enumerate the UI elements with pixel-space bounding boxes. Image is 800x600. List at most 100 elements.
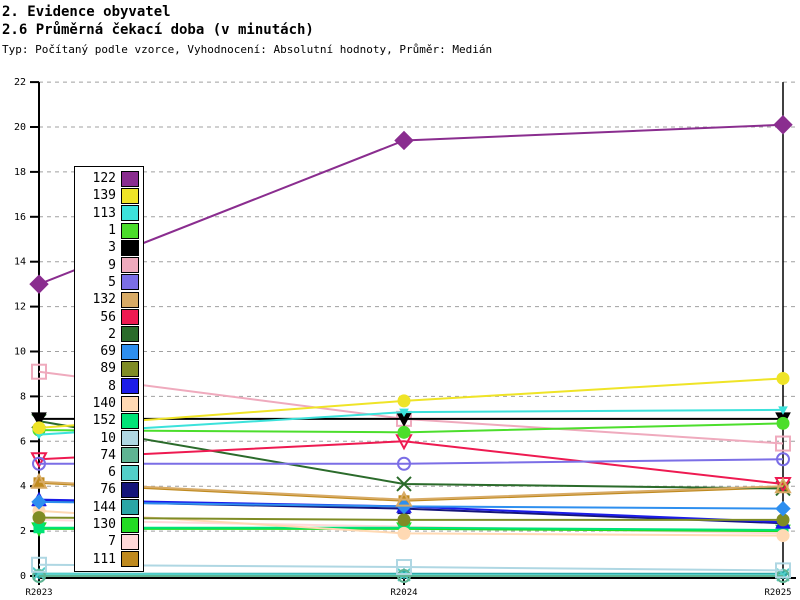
legend-item: 56	[75, 308, 143, 326]
y-tick-label: 8	[20, 391, 26, 402]
legend-item: 130	[75, 516, 143, 533]
legend-item: 76	[75, 481, 143, 498]
legend-color-swatch	[121, 343, 139, 360]
legend-color-swatch	[121, 187, 139, 204]
legend-color-swatch	[121, 326, 139, 343]
legend-color-swatch	[121, 274, 139, 291]
marker-circle	[776, 416, 790, 430]
legend-item: 152	[75, 412, 143, 429]
series-line-111	[38, 481, 784, 502]
marker-circle	[32, 456, 46, 471]
legend-item: 1	[75, 222, 143, 239]
y-tick-label: 10	[14, 347, 26, 358]
series-132	[30, 472, 792, 507]
series-139	[32, 371, 790, 435]
legend-color-swatch	[121, 464, 139, 481]
legend-item-label: 140	[92, 396, 116, 411]
legend-item: 144	[75, 499, 143, 516]
x-tick-label: R2025	[764, 588, 791, 598]
marker-circle	[776, 371, 790, 385]
legend-color-swatch	[121, 239, 139, 256]
legend-item-label: 9	[108, 257, 116, 273]
y-tick-label: 16	[14, 212, 26, 223]
legend-item: 9	[75, 256, 143, 274]
legend: 122 139 113 1 3 9 5 132 56 2 69 89 8 140 152 10 74 6 76 144…	[74, 166, 144, 572]
legend-item-label: 144	[92, 499, 116, 515]
y-tick-label: 2	[20, 526, 26, 537]
y-tick-label: 6	[20, 436, 26, 447]
marker-square	[31, 363, 47, 380]
legend-item-label: 132	[92, 292, 116, 308]
legend-item: 7	[75, 533, 143, 550]
legend-item: 5	[75, 274, 143, 291]
y-tick-label: 12	[14, 302, 26, 313]
legend-item-label: 111	[92, 551, 116, 567]
marker-triangle-up	[30, 472, 48, 489]
legend-item-label: 89	[100, 361, 116, 377]
series-line-122	[38, 123, 784, 286]
y-tick-label: 0	[20, 571, 26, 582]
series-122	[29, 115, 793, 294]
y-tick-label: 14	[14, 257, 26, 268]
legend-item-label: 2	[108, 326, 116, 342]
marker-square	[31, 556, 47, 573]
x-tick-label: R2023	[25, 588, 52, 598]
marker-triangle-down	[399, 408, 409, 418]
series-1	[32, 416, 790, 439]
legend-item: 3	[75, 239, 143, 256]
legend-item-label: 10	[100, 430, 116, 446]
legend-item: 113	[75, 205, 143, 222]
legend-item-label: 7	[108, 534, 116, 550]
legend-item: 69	[75, 343, 143, 360]
legend-item: 111	[75, 551, 143, 568]
marker-circle	[32, 569, 46, 583]
legend-item-label: 122	[92, 171, 116, 187]
legend-item: 10	[75, 429, 143, 447]
series-89	[32, 511, 790, 527]
legend-item-label: 69	[100, 344, 116, 360]
legend-item-label: 1	[108, 223, 116, 239]
legend-color-swatch	[121, 481, 139, 498]
legend-color-swatch	[121, 533, 139, 550]
y-tick-label: 18	[14, 167, 26, 178]
marker-triangle-up	[774, 477, 792, 494]
legend-color-swatch	[121, 499, 139, 516]
marker-circle	[776, 529, 790, 543]
legend-color-swatch	[121, 222, 139, 239]
legend-color-swatch	[121, 551, 139, 568]
marker-square	[775, 435, 791, 452]
legend-color-swatch	[121, 291, 139, 308]
legend-item-label: 56	[100, 309, 116, 325]
legend-item-label: 152	[92, 413, 116, 429]
marker-circle	[397, 425, 411, 439]
legend-item-label: 139	[92, 188, 116, 204]
series-line-10	[38, 563, 784, 572]
series-line-56	[38, 440, 784, 485]
legend-item-label: 5	[108, 274, 116, 290]
legend-color-swatch	[121, 412, 139, 429]
legend-color-swatch	[121, 447, 139, 464]
x-tick-label: R2024	[390, 588, 417, 598]
series-9	[31, 363, 791, 452]
marker-diamond	[394, 130, 414, 151]
marker-x	[396, 476, 412, 492]
chart-subtitle: Typ: Počítaný podle vzorce, Vyhodnocení:…	[2, 43, 493, 56]
series-113	[34, 406, 788, 440]
legend-item-label: 8	[108, 378, 116, 394]
marker-circle	[32, 421, 46, 435]
marker-diamond	[773, 115, 793, 135]
series-5	[32, 452, 790, 471]
marker-circle	[32, 511, 46, 525]
marker-diamond	[29, 274, 49, 294]
marker-square	[775, 562, 791, 579]
legend-color-swatch	[121, 360, 139, 377]
legend-color-swatch	[121, 170, 139, 187]
y-tick-label: 4	[20, 481, 26, 492]
legend-color-swatch	[121, 395, 139, 412]
legend-item: 2	[75, 326, 143, 343]
marker-circle	[397, 526, 411, 540]
legend-item-label: 6	[108, 465, 116, 481]
legend-item: 6	[75, 464, 143, 481]
